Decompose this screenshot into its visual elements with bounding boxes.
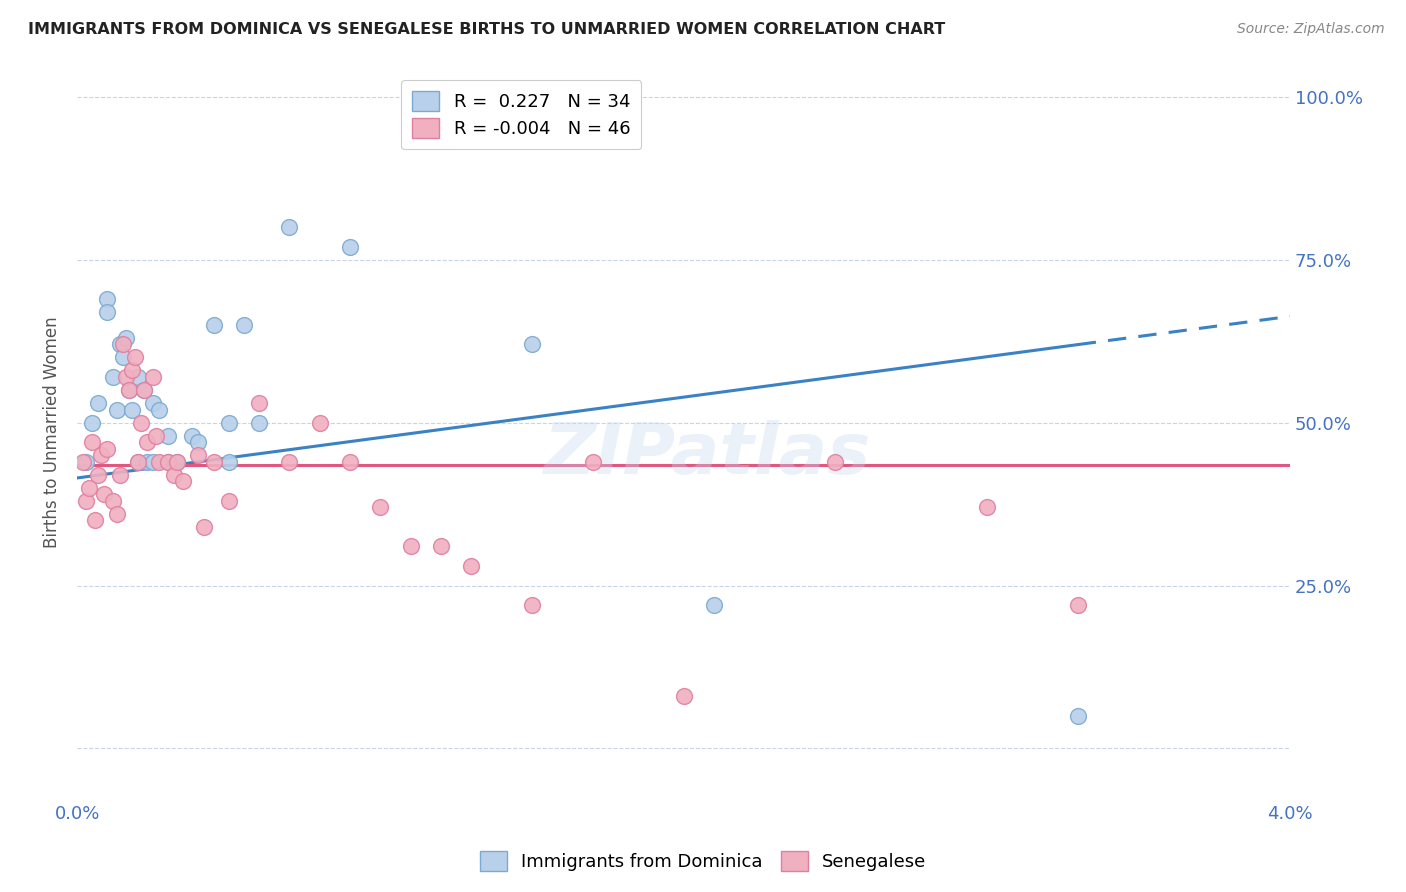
Point — [308, 416, 330, 430]
Point — [232, 318, 254, 332]
Point — [132, 383, 155, 397]
Point — [218, 493, 240, 508]
Point — [111, 337, 134, 351]
Point — [145, 428, 167, 442]
Legend: R =  0.227   N = 34, R = -0.004   N = 46: R = 0.227 N = 34, R = -0.004 N = 46 — [402, 80, 641, 149]
Point — [370, 500, 392, 515]
Point — [127, 455, 149, 469]
Point — [166, 455, 188, 469]
Point — [124, 351, 146, 365]
Point — [399, 540, 422, 554]
Point — [157, 428, 180, 442]
Point — [218, 455, 240, 469]
Point — [142, 396, 165, 410]
Point — [193, 520, 215, 534]
Point — [87, 396, 110, 410]
Point — [127, 455, 149, 469]
Point — [117, 383, 139, 397]
Point — [117, 383, 139, 397]
Point — [172, 474, 194, 488]
Point — [103, 370, 125, 384]
Point — [84, 513, 107, 527]
Point — [672, 690, 695, 704]
Point — [108, 337, 131, 351]
Point — [135, 435, 157, 450]
Point — [82, 416, 104, 430]
Point — [135, 455, 157, 469]
Point — [247, 396, 270, 410]
Point — [105, 402, 128, 417]
Point — [75, 455, 97, 469]
Point — [703, 598, 725, 612]
Point — [157, 455, 180, 469]
Y-axis label: Births to Unmarried Women: Births to Unmarried Women — [44, 317, 60, 549]
Point — [520, 337, 543, 351]
Point — [111, 351, 134, 365]
Point — [121, 363, 143, 377]
Point — [90, 448, 112, 462]
Point — [142, 455, 165, 469]
Point — [129, 416, 152, 430]
Point — [108, 467, 131, 482]
Point — [75, 493, 97, 508]
Text: ZIPatlas: ZIPatlas — [544, 420, 872, 489]
Point — [96, 292, 118, 306]
Point — [460, 558, 482, 573]
Point — [339, 455, 361, 469]
Point — [1067, 709, 1090, 723]
Point — [166, 455, 188, 469]
Point — [181, 428, 204, 442]
Point — [824, 455, 846, 469]
Point — [187, 435, 209, 450]
Point — [187, 448, 209, 462]
Point — [96, 442, 118, 456]
Point — [72, 455, 94, 469]
Point — [202, 455, 225, 469]
Point — [105, 507, 128, 521]
Point — [96, 304, 118, 318]
Point — [163, 467, 186, 482]
Point — [121, 402, 143, 417]
Point — [114, 370, 136, 384]
Point — [142, 370, 165, 384]
Text: Source: ZipAtlas.com: Source: ZipAtlas.com — [1237, 22, 1385, 37]
Point — [430, 540, 453, 554]
Point — [581, 455, 603, 469]
Point — [1067, 598, 1090, 612]
Point — [148, 402, 170, 417]
Point — [218, 416, 240, 430]
Point — [114, 331, 136, 345]
Point — [87, 467, 110, 482]
Legend: Immigrants from Dominica, Senegalese: Immigrants from Dominica, Senegalese — [472, 844, 934, 879]
Point — [976, 500, 998, 515]
Point — [278, 220, 301, 235]
Point — [127, 370, 149, 384]
Point — [520, 598, 543, 612]
Point — [148, 455, 170, 469]
Point — [157, 455, 180, 469]
Text: IMMIGRANTS FROM DOMINICA VS SENEGALESE BIRTHS TO UNMARRIED WOMEN CORRELATION CHA: IMMIGRANTS FROM DOMINICA VS SENEGALESE B… — [28, 22, 945, 37]
Point — [339, 239, 361, 253]
Point — [82, 435, 104, 450]
Point — [278, 455, 301, 469]
Point — [77, 481, 100, 495]
Point — [132, 383, 155, 397]
Point — [93, 487, 115, 501]
Point — [103, 493, 125, 508]
Point — [247, 416, 270, 430]
Point — [202, 318, 225, 332]
